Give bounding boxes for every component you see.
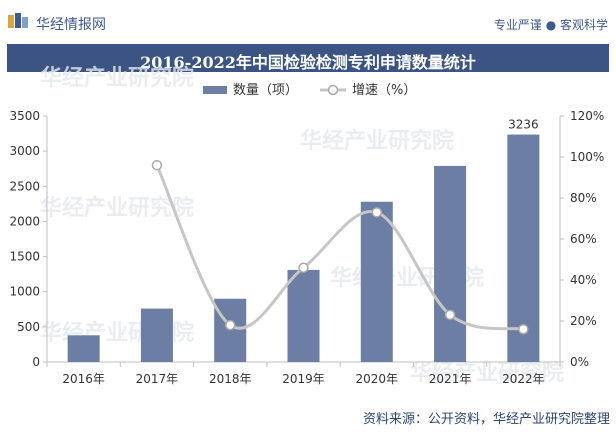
y-right-tick-label: 40% <box>570 273 597 287</box>
growth-point <box>298 262 309 273</box>
brand-name: 华经情报网 <box>36 17 106 33</box>
y-right-tick-label: 0% <box>570 355 589 369</box>
y-left-tick-label: 3500 <box>9 109 40 123</box>
y-left-tick-label: 1000 <box>9 285 40 299</box>
y-right-tick-label: 20% <box>570 314 597 328</box>
watermark-text: 华经产业研究院 <box>40 195 194 221</box>
growth-point <box>151 159 163 171</box>
y-left-tick-label: 1500 <box>9 250 40 264</box>
bar <box>360 201 393 362</box>
x-tick-label: 2016年 <box>62 372 105 386</box>
chart-title: 2016-2022年中国检验检测专利申请数量统计 <box>140 53 476 72</box>
legend-bar-label: 数量（项） <box>233 83 298 98</box>
y-left-tick-label: 3000 <box>9 144 40 158</box>
y-left-tick-label: 2500 <box>9 179 40 193</box>
legend-bar-swatch <box>203 86 227 94</box>
y-left-tick-label: 0 <box>32 355 40 369</box>
bar <box>287 269 320 362</box>
x-tick-label: 2020年 <box>356 372 399 386</box>
y-left-tick-label: 500 <box>17 320 40 334</box>
x-tick-label: 2018年 <box>209 372 252 386</box>
growth-point <box>518 323 529 335</box>
y-right-tick-label: 60% <box>570 232 597 246</box>
title-bar: 2016-2022年中国检验检测专利申请数量统计 <box>7 44 609 72</box>
x-tick-label: 2022年 <box>502 372 545 386</box>
bar <box>140 308 173 362</box>
growth-point <box>224 319 236 331</box>
growth-line <box>155 164 524 331</box>
brand-logo-icon <box>8 13 28 28</box>
source-note: 资料来源：公开资料，华经产业研究院整理 <box>362 412 610 427</box>
watermark-text: 华经产业研究院 <box>300 128 454 154</box>
y-right-tick-label: 120% <box>570 109 604 123</box>
y-right-tick-label: 100% <box>570 150 604 164</box>
growth-point <box>444 309 456 321</box>
data-label: 3236 <box>508 118 539 132</box>
x-tick-label: 2017年 <box>136 372 179 386</box>
y-left-tick-label: 2000 <box>9 214 40 228</box>
header-bar: 华经情报网 专业严谨 ● 客观科学 <box>0 0 616 40</box>
bar <box>434 165 467 362</box>
x-tick-label: 2021年 <box>429 372 472 386</box>
legend-line-marker <box>327 84 339 96</box>
bar <box>67 335 100 362</box>
bar <box>214 298 247 362</box>
x-tick-label: 2019年 <box>282 372 325 386</box>
tagline: 专业严谨 ● 客观科学 <box>493 18 608 32</box>
legend-line-label: 增速（%） <box>352 83 416 98</box>
y-right-tick-label: 80% <box>570 191 597 205</box>
watermark-text: 华经产业研究院 <box>40 65 194 91</box>
growth-point <box>371 207 383 218</box>
